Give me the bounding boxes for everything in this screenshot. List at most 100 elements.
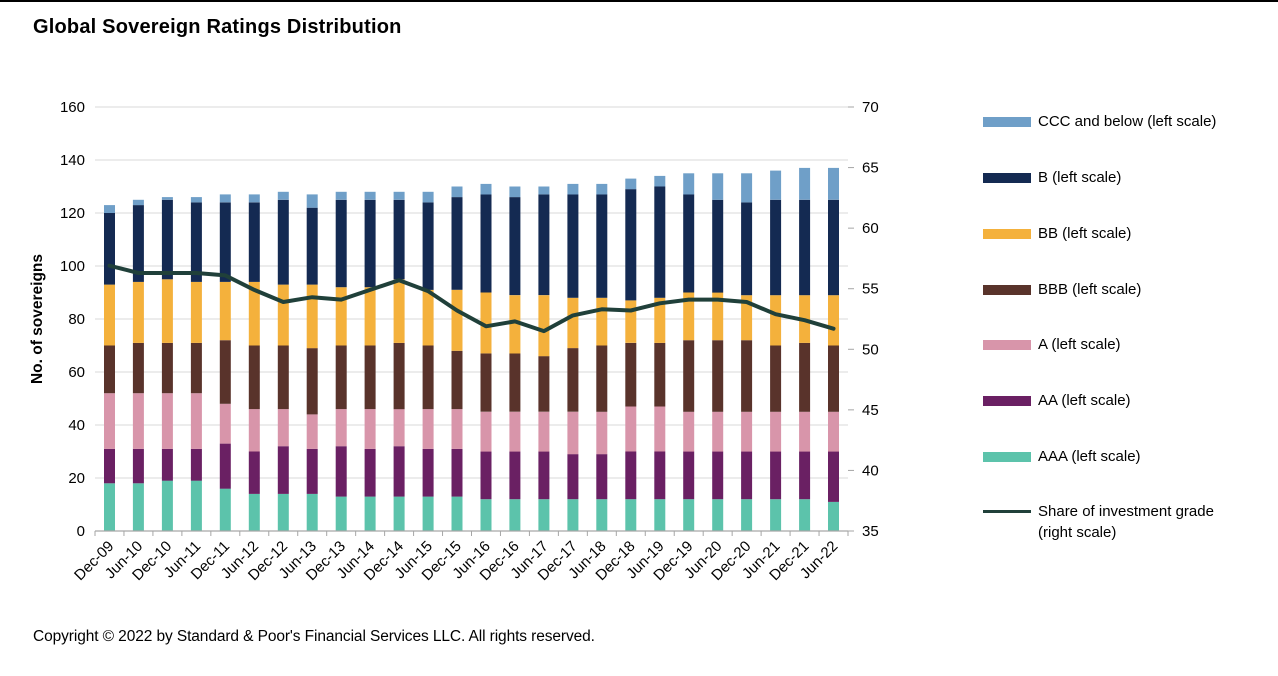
segment-a bbox=[306, 414, 318, 449]
segment-ccc_and_below bbox=[712, 173, 724, 200]
segment-bbb bbox=[741, 340, 753, 412]
segment-b bbox=[161, 199, 173, 280]
svg-text:0: 0 bbox=[77, 523, 85, 540]
legend-label: CCC and below (left scale) bbox=[1038, 113, 1217, 130]
segment-a bbox=[161, 393, 173, 449]
segment-b bbox=[828, 199, 839, 296]
segment-ccc_and_below bbox=[248, 194, 260, 203]
segment-aaa bbox=[132, 483, 144, 531]
segment-aa bbox=[190, 448, 202, 481]
segment-aa bbox=[596, 454, 608, 500]
segment-bb bbox=[770, 295, 782, 346]
segment-aaa bbox=[161, 480, 173, 531]
segment-ccc_and_below bbox=[509, 186, 521, 198]
segment-bbb bbox=[451, 350, 463, 410]
segment-ccc_and_below bbox=[190, 197, 202, 203]
segment-ccc_and_below bbox=[364, 191, 376, 200]
legend-color-swatch bbox=[983, 395, 1031, 406]
bar-Jun-11 bbox=[190, 197, 202, 531]
bar-Jun-17 bbox=[538, 186, 550, 531]
segment-bb bbox=[538, 295, 550, 357]
bar-Dec-21 bbox=[799, 167, 811, 531]
segment-aaa bbox=[277, 493, 289, 531]
segment-a bbox=[683, 411, 695, 452]
segment-b bbox=[190, 202, 202, 282]
gridlines bbox=[95, 106, 848, 479]
legend-color-swatch bbox=[983, 339, 1031, 350]
segment-aa bbox=[741, 451, 753, 500]
segment-b bbox=[422, 202, 434, 290]
segment-ccc_and_below bbox=[393, 191, 405, 200]
segment-aaa bbox=[770, 499, 782, 531]
segment-b bbox=[104, 213, 115, 285]
segment-aaa bbox=[741, 499, 753, 531]
segment-a bbox=[596, 411, 608, 455]
segment-aaa bbox=[451, 496, 463, 531]
segment-b bbox=[683, 194, 695, 293]
segment-b bbox=[132, 205, 144, 282]
segment-bbb bbox=[422, 345, 434, 410]
legend-label: Share of investment grade (right scale) bbox=[1038, 503, 1214, 541]
segment-aaa bbox=[480, 499, 492, 531]
stacked-bars bbox=[104, 167, 839, 531]
segment-ccc_and_below bbox=[422, 191, 434, 203]
segment-aaa bbox=[364, 496, 376, 531]
segment-ccc_and_below bbox=[451, 186, 463, 198]
segment-aa bbox=[132, 448, 144, 484]
legend-color-swatch bbox=[983, 116, 1031, 127]
segment-aa bbox=[451, 448, 463, 497]
svg-text:140: 140 bbox=[60, 152, 85, 169]
segment-bbb bbox=[683, 340, 695, 412]
segment-a bbox=[364, 409, 376, 449]
segment-ccc_and_below bbox=[770, 170, 782, 200]
segment-bb bbox=[219, 281, 231, 341]
axes bbox=[94, 106, 854, 536]
segment-aa bbox=[480, 451, 492, 500]
segment-bbb bbox=[799, 342, 811, 412]
chart-title: Global Sovereign Ratings Distribution bbox=[33, 16, 402, 38]
segment-b bbox=[219, 202, 231, 282]
segment-aa bbox=[509, 451, 521, 500]
segment-bbb bbox=[596, 345, 608, 412]
segment-aa bbox=[828, 451, 839, 502]
segment-bb bbox=[654, 297, 666, 343]
segment-bbb bbox=[248, 345, 260, 410]
bar-Dec-17 bbox=[567, 183, 579, 531]
svg-text:55: 55 bbox=[862, 281, 879, 298]
segment-b bbox=[712, 199, 724, 293]
segment-b bbox=[393, 199, 405, 280]
segment-aaa bbox=[567, 499, 579, 531]
legend-color-swatch bbox=[983, 228, 1031, 239]
left-axis-title: No. of sovereigns bbox=[29, 254, 46, 384]
ratings-distribution-chart: 0204060801001201401603540455055606570Dec… bbox=[29, 99, 879, 584]
bar-Jun-20 bbox=[712, 173, 724, 531]
segment-aa bbox=[306, 448, 318, 494]
segment-bbb bbox=[480, 353, 492, 412]
segment-a bbox=[799, 411, 811, 452]
bar-Jun-18 bbox=[596, 183, 608, 531]
segment-bbb bbox=[393, 342, 405, 410]
segment-bb bbox=[393, 279, 405, 343]
segment-aaa bbox=[683, 499, 695, 531]
bar-Jun-12 bbox=[248, 194, 260, 531]
segment-ccc_and_below bbox=[161, 197, 173, 200]
bar-Dec-10 bbox=[161, 197, 173, 531]
segment-aaa bbox=[654, 499, 666, 531]
bar-Dec-13 bbox=[335, 191, 347, 531]
svg-text:120: 120 bbox=[60, 205, 85, 222]
bar-Jun-15 bbox=[422, 191, 434, 531]
segment-aa bbox=[364, 448, 376, 497]
svg-text:60: 60 bbox=[68, 364, 85, 381]
segment-aaa bbox=[335, 496, 347, 531]
bar-Dec-11 bbox=[219, 194, 231, 531]
bar-Jun-10 bbox=[132, 199, 144, 531]
segment-a bbox=[625, 406, 637, 452]
segment-bbb bbox=[190, 342, 202, 394]
segment-ccc_and_below bbox=[538, 186, 550, 195]
segment-a bbox=[422, 409, 434, 449]
segment-bb bbox=[277, 284, 289, 346]
segment-bb bbox=[306, 284, 318, 349]
segment-bb bbox=[451, 289, 463, 351]
segment-bbb bbox=[625, 342, 637, 407]
segment-aaa bbox=[596, 499, 608, 531]
